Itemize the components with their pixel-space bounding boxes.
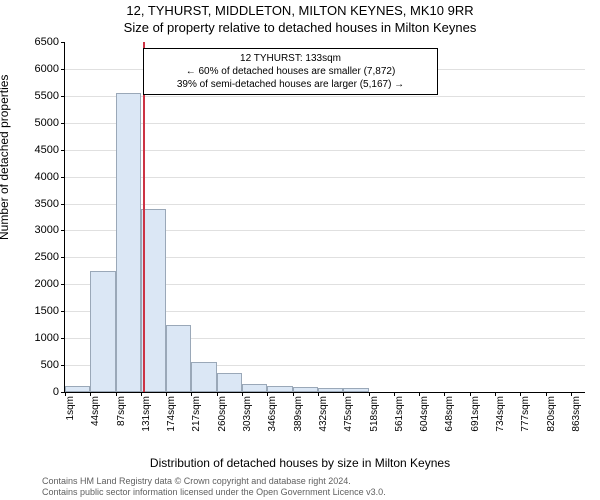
xtick-label: 432sqm [318, 396, 329, 432]
xtick-label: 820sqm [546, 396, 557, 432]
ytick-label: 4000 [35, 171, 59, 183]
xtick-label: 260sqm [217, 396, 228, 432]
ytick-mark [61, 69, 65, 70]
annotation-line3: 39% of semi-detached houses are larger (… [150, 78, 431, 91]
ytick-label: 1000 [35, 332, 59, 344]
ytick-mark [61, 257, 65, 258]
xtick-label: 475sqm [343, 396, 354, 432]
xtick-label: 131sqm [141, 396, 152, 432]
ytick-mark [61, 204, 65, 205]
histogram-bar [318, 388, 343, 392]
histogram-bar [217, 373, 242, 392]
histogram-bar [116, 93, 141, 392]
xtick-label: 691sqm [470, 396, 481, 432]
annotation-line1: 12 TYHURST: 133sqm [150, 52, 431, 65]
histogram-bar [90, 271, 115, 392]
annotation-box: 12 TYHURST: 133sqm ← 60% of detached hou… [143, 48, 438, 95]
histogram-bar [141, 209, 166, 392]
xtick-label: 389sqm [293, 396, 304, 432]
histogram-bar [343, 388, 368, 392]
xtick-label: 863sqm [571, 396, 582, 432]
xtick-label: 174sqm [166, 396, 177, 432]
ytick-label: 1500 [35, 305, 59, 317]
xtick-label: 44sqm [90, 396, 101, 426]
plot-area: 0500100015002000250030003500400045005000… [64, 42, 585, 393]
histogram-bar [65, 386, 90, 392]
xtick-label: 346sqm [267, 396, 278, 432]
histogram-bar [191, 362, 216, 392]
xtick-label: 734sqm [495, 396, 506, 432]
ytick-mark [61, 311, 65, 312]
ytick-mark [61, 123, 65, 124]
ytick-mark [61, 177, 65, 178]
xtick-label: 604sqm [419, 396, 430, 432]
ytick-label: 5500 [35, 90, 59, 102]
xtick-label: 1sqm [65, 396, 76, 420]
footer-line2: Contains public sector information licen… [42, 487, 386, 497]
ytick-mark [61, 338, 65, 339]
ytick-mark [61, 230, 65, 231]
xtick-label: 217sqm [191, 396, 202, 432]
annotation-line2: ← 60% of detached houses are smaller (7,… [150, 65, 431, 78]
x-axis-label: Distribution of detached houses by size … [0, 456, 600, 470]
ytick-mark [61, 42, 65, 43]
histogram-bar [293, 387, 318, 392]
chart-container: 12, TYHURST, MIDDLETON, MILTON KEYNES, M… [0, 0, 600, 500]
ytick-label: 0 [53, 386, 59, 398]
footer-line1: Contains HM Land Registry data © Crown c… [42, 476, 351, 486]
ytick-mark [61, 96, 65, 97]
xtick-label: 87sqm [116, 396, 127, 426]
y-axis-label: Number of detached properties [0, 75, 11, 240]
ytick-mark [61, 150, 65, 151]
chart-title-line2: Size of property relative to detached ho… [0, 20, 600, 35]
xtick-label: 518sqm [369, 396, 380, 432]
ytick-label: 4500 [35, 144, 59, 156]
ytick-mark [61, 284, 65, 285]
ytick-label: 5000 [35, 117, 59, 129]
ytick-label: 2000 [35, 278, 59, 290]
ytick-label: 3500 [35, 198, 59, 210]
ytick-label: 500 [41, 359, 59, 371]
ytick-label: 6500 [35, 36, 59, 48]
ytick-label: 3000 [35, 224, 59, 236]
histogram-bar [267, 386, 292, 392]
chart-title-line1: 12, TYHURST, MIDDLETON, MILTON KEYNES, M… [0, 3, 600, 18]
xtick-label: 777sqm [520, 396, 531, 432]
ytick-label: 2500 [35, 251, 59, 263]
ytick-mark [61, 365, 65, 366]
ytick-label: 6000 [35, 63, 59, 75]
histogram-bar [166, 325, 191, 392]
xtick-label: 303sqm [242, 396, 253, 432]
xtick-label: 648sqm [444, 396, 455, 432]
histogram-bar [242, 384, 267, 392]
xtick-label: 561sqm [394, 396, 405, 432]
